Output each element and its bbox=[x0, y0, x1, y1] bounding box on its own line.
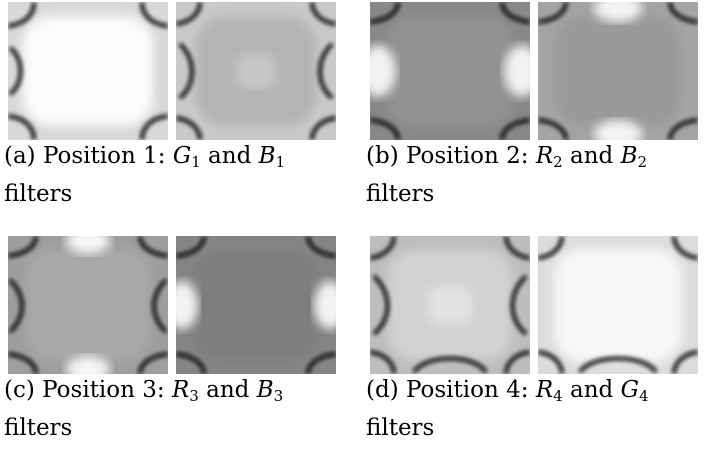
caption-b: (b) Position 2: R2 and B2 filters bbox=[366, 140, 706, 210]
caption-var-1: R bbox=[536, 377, 553, 403]
caption-and: and bbox=[570, 143, 613, 169]
caption-and: and bbox=[208, 143, 251, 169]
caption-line-2: filters bbox=[366, 178, 706, 210]
caption-c: (c) Position 3: R3 and B3 filters bbox=[4, 374, 344, 444]
caption-var-1-subscript: 1 bbox=[191, 153, 201, 171]
figure-panel-d: (d) Position 4: R4 and G4 filters bbox=[366, 236, 706, 446]
caption-var-2-subscript: 2 bbox=[637, 153, 647, 171]
caption-var-2: B bbox=[257, 377, 274, 403]
caption-var-1: G bbox=[173, 143, 191, 169]
filter-image-g1 bbox=[8, 2, 168, 140]
filter-image-b2 bbox=[538, 2, 698, 140]
caption-text: Position 4: bbox=[406, 377, 529, 403]
filter-image-r2 bbox=[370, 2, 530, 140]
caption-label: (a) bbox=[4, 143, 36, 169]
filter-image-b1 bbox=[176, 2, 336, 140]
caption-label: (b) bbox=[366, 143, 399, 169]
caption-and: and bbox=[570, 377, 613, 403]
caption-line-2: filters bbox=[4, 412, 344, 444]
figure-panel-c: (c) Position 3: R3 and B3 filters bbox=[4, 236, 344, 446]
caption-var-2: B bbox=[259, 143, 276, 169]
caption-label: (d) bbox=[366, 377, 399, 403]
caption-var-2-subscript: 1 bbox=[276, 153, 286, 171]
caption-line-2: filters bbox=[366, 412, 706, 444]
caption-var-2: B bbox=[621, 143, 638, 169]
caption-var-2: G bbox=[621, 377, 639, 403]
caption-d: (d) Position 4: R4 and G4 filters bbox=[366, 374, 706, 444]
figure-panel-a: (a) Position 1: G1 and B1 filters bbox=[4, 2, 344, 212]
caption-line-2: filters bbox=[4, 178, 344, 210]
filter-image-g4 bbox=[538, 236, 698, 374]
filter-image-r3 bbox=[8, 236, 168, 374]
caption-a: (a) Position 1: G1 and B1 filters bbox=[4, 140, 344, 210]
caption-text: Position 3: bbox=[42, 377, 165, 403]
caption-var-1-subscript: 3 bbox=[189, 387, 199, 405]
caption-text: Position 2: bbox=[406, 143, 529, 169]
caption-var-2-subscript: 3 bbox=[274, 387, 284, 405]
caption-label: (c) bbox=[4, 377, 35, 403]
caption-var-2-subscript: 4 bbox=[639, 387, 649, 405]
filter-image-r4 bbox=[370, 236, 530, 374]
caption-var-1: R bbox=[172, 377, 189, 403]
caption-var-1: R bbox=[536, 143, 553, 169]
caption-text: Position 1: bbox=[43, 143, 166, 169]
caption-var-1-subscript: 4 bbox=[553, 387, 563, 405]
filter-image-b3 bbox=[176, 236, 336, 374]
caption-var-1-subscript: 2 bbox=[553, 153, 563, 171]
figure-panel-b: (b) Position 2: R2 and B2 filters bbox=[366, 2, 706, 212]
caption-and: and bbox=[206, 377, 249, 403]
